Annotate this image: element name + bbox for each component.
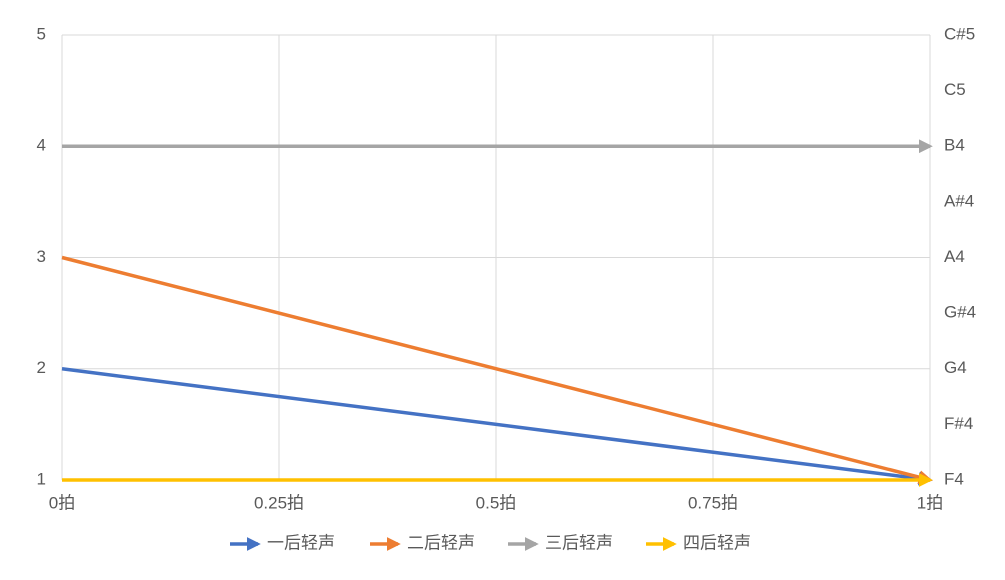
legend-label: 三后轻声 [545, 533, 613, 552]
x-tick-label: 0.5拍 [476, 493, 517, 512]
legend-label: 二后轻声 [407, 533, 475, 552]
series-line [61, 255, 933, 484]
y-tick-label: 3 [37, 247, 46, 266]
y2-tick-label: A4 [944, 247, 965, 266]
series-line [61, 367, 933, 486]
y-tick-label: 1 [37, 469, 46, 488]
y2-tick-label: B4 [944, 136, 965, 155]
legend-label: 一后轻声 [267, 533, 335, 552]
x-tick-label: 0拍 [49, 493, 75, 512]
x-tick-label: 0.25拍 [254, 493, 304, 512]
y2-tick-label: C#5 [944, 24, 975, 43]
x-tick-label: 1拍 [917, 493, 943, 512]
y2-tick-label: G#4 [944, 303, 976, 322]
y2-tick-label: C5 [944, 80, 966, 99]
y2-tick-label: F#4 [944, 414, 973, 433]
y2-tick-label: A#4 [944, 191, 974, 210]
legend-label: 四后轻声 [683, 533, 751, 552]
y2-tick-label: F4 [944, 469, 964, 488]
x-tick-label: 0.75拍 [688, 493, 738, 512]
y-tick-label: 5 [37, 24, 46, 43]
y-tick-label: 2 [37, 358, 46, 377]
y2-tick-label: G4 [944, 358, 967, 377]
y-tick-label: 4 [37, 136, 46, 155]
